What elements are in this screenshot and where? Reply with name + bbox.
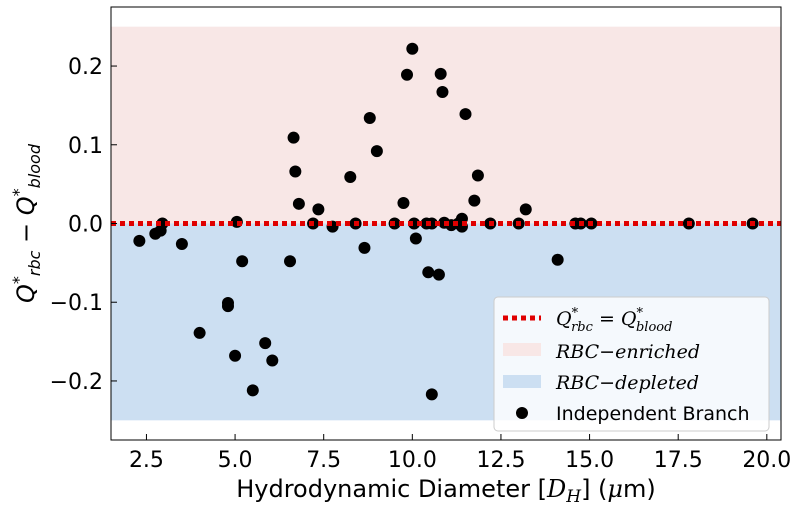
data-point bbox=[422, 266, 435, 279]
y-axis-label-part: blood bbox=[25, 143, 44, 188]
x-axis-label-part: ] ( bbox=[581, 475, 607, 503]
x-axis-label-part: H bbox=[565, 487, 582, 507]
x-axis-label-part: D bbox=[546, 475, 566, 503]
data-point bbox=[425, 217, 438, 230]
data-point bbox=[551, 253, 564, 266]
x-axis: 2.5 5.0 7.5 10.0 12.5 15.0 17.5 20.0 bbox=[129, 434, 791, 473]
legend: Q* rbc = Q* blood RBC−enriched RBC−deplete… bbox=[493, 296, 770, 432]
legend-depleted-swatch bbox=[503, 375, 541, 388]
data-point bbox=[193, 326, 206, 339]
legend-marker-label: Independent Branch bbox=[556, 403, 750, 425]
data-point bbox=[229, 349, 242, 362]
y-axis-label: Q*rbc − Q*blood bbox=[9, 143, 44, 303]
data-point bbox=[519, 203, 532, 216]
data-point bbox=[236, 255, 249, 268]
x-axis-label-part: μ bbox=[607, 475, 623, 503]
data-point bbox=[370, 145, 383, 158]
data-point bbox=[397, 197, 410, 210]
y-axis: −0.2 −0.1 0.0 0.1 0.2 bbox=[50, 55, 117, 395]
y-axis-label-part: rbc bbox=[25, 250, 44, 276]
x-tick-label: 15.0 bbox=[565, 448, 614, 473]
data-point bbox=[401, 68, 414, 81]
data-point bbox=[406, 42, 419, 55]
y-tick-label: −0.2 bbox=[50, 370, 103, 395]
data-point bbox=[246, 384, 259, 397]
x-tick-label: 12.5 bbox=[476, 448, 525, 473]
data-point bbox=[409, 232, 422, 245]
legend-line-label-part: rbc bbox=[571, 320, 594, 335]
y-tick-label: −0.1 bbox=[50, 291, 103, 316]
data-point bbox=[408, 217, 421, 230]
data-point bbox=[434, 67, 447, 80]
legend-line-label-part: = bbox=[593, 308, 621, 330]
x-tick-label: 17.5 bbox=[654, 448, 703, 473]
data-point bbox=[287, 131, 300, 144]
legend-enriched-swatch bbox=[503, 343, 541, 356]
y-axis-label-part: − bbox=[12, 215, 40, 250]
x-tick-label: 20.0 bbox=[742, 448, 791, 473]
data-point bbox=[468, 194, 481, 207]
data-point bbox=[259, 337, 272, 350]
x-tick-label: 10.0 bbox=[388, 448, 437, 473]
x-tick-label: 7.5 bbox=[306, 448, 341, 473]
data-point bbox=[266, 354, 279, 367]
rbc-enriched-band bbox=[111, 26, 781, 224]
x-tick-label: 5.0 bbox=[218, 448, 253, 473]
legend-enriched-label: RBC−enriched bbox=[555, 341, 700, 363]
data-point bbox=[175, 237, 188, 250]
legend-line-label: Q* rbc = Q* blood bbox=[556, 306, 672, 335]
y-tick-label: 0.1 bbox=[68, 134, 103, 159]
data-point bbox=[363, 112, 376, 125]
x-axis-label: Hydrodynamic Diameter [DH] (μm) bbox=[236, 475, 656, 507]
legend-line-label-part: Q bbox=[556, 308, 572, 330]
legend-line-label-part: * bbox=[636, 306, 643, 321]
y-axis-label-part: Q bbox=[12, 196, 40, 215]
legend-box bbox=[493, 296, 770, 432]
data-point bbox=[156, 217, 169, 230]
data-point bbox=[284, 255, 297, 268]
y-axis-label-part: * bbox=[9, 276, 28, 284]
y-axis-label-part: * bbox=[9, 188, 28, 196]
legend-line-label-part: blood bbox=[636, 320, 672, 335]
legend-line-label-part: * bbox=[572, 306, 579, 321]
data-point bbox=[436, 86, 449, 99]
y-tick-label: 0.0 bbox=[68, 213, 103, 238]
x-tick-label: 2.5 bbox=[129, 448, 164, 473]
data-point bbox=[221, 300, 234, 313]
data-point bbox=[312, 203, 325, 216]
data-point bbox=[292, 197, 305, 210]
legend-depleted-label: RBC−depleted bbox=[555, 372, 699, 394]
data-point bbox=[459, 108, 472, 121]
data-point bbox=[358, 241, 371, 254]
data-point bbox=[289, 165, 302, 178]
x-axis-label-part: Hydrodynamic Diameter [ bbox=[236, 475, 547, 503]
scatter-points bbox=[133, 42, 759, 401]
data-point bbox=[425, 388, 438, 401]
x-axis-label-part: m) bbox=[623, 475, 656, 503]
data-point bbox=[133, 234, 146, 247]
data-point bbox=[432, 268, 445, 281]
y-axis-label-part: Q bbox=[12, 284, 40, 303]
data-point bbox=[344, 171, 357, 184]
legend-line-label-part: Q bbox=[621, 308, 637, 330]
y-tick-label: 0.2 bbox=[68, 55, 103, 80]
data-point bbox=[471, 169, 484, 182]
legend-marker-swatch bbox=[516, 407, 528, 419]
